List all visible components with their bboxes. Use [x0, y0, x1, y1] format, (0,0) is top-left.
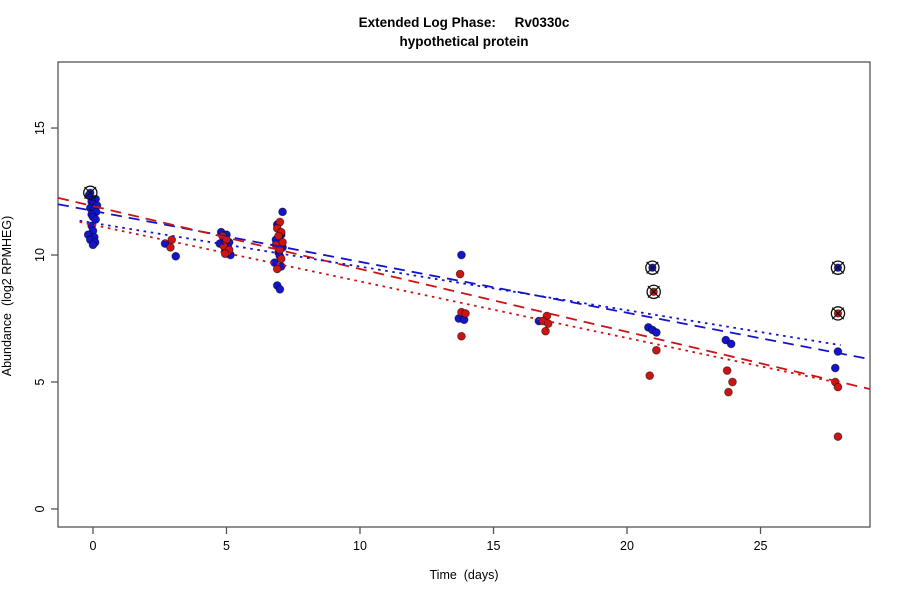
outlier-circle-icon: [83, 185, 98, 201]
data-point-red-condition: [645, 371, 655, 380]
x-tick-label: 5: [223, 539, 230, 553]
data-point-red-condition: [541, 326, 550, 336]
data-point-blue-condition: [171, 251, 181, 261]
trend-line-red-dotted-fit: [79, 221, 841, 385]
outlier-circle-icon: [646, 284, 661, 300]
data-point-red-condition: [722, 366, 732, 375]
data-point-blue-condition: [726, 339, 736, 349]
y-tick-label: 5: [33, 378, 47, 385]
outlier-circle-icon: [645, 260, 660, 275]
plot-box: [57, 61, 871, 528]
outlier-cross-icon: [646, 261, 659, 274]
data-point-red-condition: [274, 231, 283, 241]
data-point-red-condition: [272, 264, 282, 274]
data-point-red-condition: [728, 377, 737, 387]
y-tick-label: 15: [33, 121, 47, 135]
data-point-red-condition: [455, 269, 465, 279]
outlier-cross-icon: [831, 307, 845, 320]
trend-line-red-dashed-fit: [57, 196, 871, 390]
outlier-cross-icon: [647, 285, 660, 299]
x-tick-label: 15: [487, 539, 501, 553]
data-point-blue-condition: [88, 240, 98, 250]
data-point-red-condition: [724, 387, 733, 397]
outlier-cross-icon: [84, 186, 97, 200]
data-point-red-condition: [461, 309, 470, 318]
data-point-red-condition: [457, 331, 466, 341]
outlier-cross-icon: [831, 261, 845, 274]
data-point-blue-condition: [652, 328, 661, 337]
data-point-red-condition: [276, 254, 286, 264]
outlier-circle-icon: [830, 260, 846, 275]
data-point-red-condition: [833, 382, 843, 392]
trend-line-blue-dotted-fit: [79, 219, 841, 347]
x-tick-label: 25: [754, 539, 768, 553]
x-tick-label: 10: [353, 539, 367, 553]
data-point-red-condition: [166, 243, 175, 252]
data-point-red-condition: [167, 235, 177, 245]
trend-line-blue-dashed-fit: [57, 203, 871, 361]
data-point-red-condition: [652, 345, 661, 355]
data-point-blue-condition: [457, 250, 466, 260]
x-axis-label: Time (days): [429, 568, 499, 582]
y-tick-label: 10: [33, 248, 47, 262]
outlier-circle-icon: [830, 306, 846, 321]
data-point-red-condition: [833, 432, 843, 441]
data-point-blue-condition: [278, 207, 287, 217]
y-tick-label: 0: [33, 505, 47, 512]
data-point-blue-condition: [830, 363, 840, 373]
chart-title: Extended Log Phase: Rv0330c: [358, 15, 570, 30]
x-tick-label: 20: [620, 539, 634, 553]
x-tick-label: 0: [90, 539, 97, 553]
chart-subtitle: hypothetical protein: [399, 34, 529, 49]
data-point-blue-condition: [275, 284, 285, 294]
